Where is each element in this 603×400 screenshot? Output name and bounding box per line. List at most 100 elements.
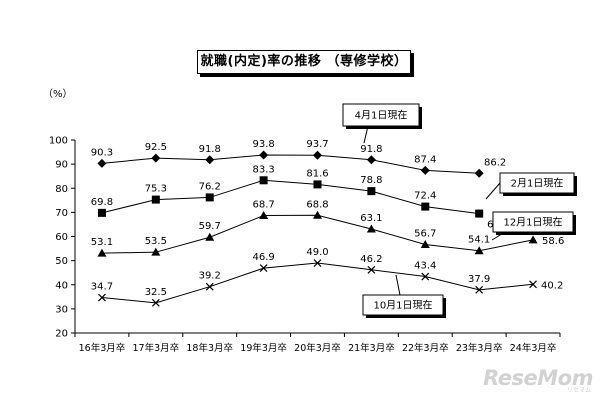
diamond-marker xyxy=(205,155,215,165)
x-tick-label: 20年3月卒 xyxy=(294,342,341,354)
y-tick-label: 50 xyxy=(55,256,68,267)
x-marker xyxy=(529,280,537,289)
square-marker xyxy=(367,187,376,196)
chart-title: 就職(内定)率の推移 （専修学校） xyxy=(197,50,411,74)
data-label: 59.7 xyxy=(199,221,221,232)
data-label: 72.4 xyxy=(414,191,436,202)
data-label: 86.2 xyxy=(484,157,506,168)
data-label: 39.2 xyxy=(199,271,221,282)
y-tick-label: 100 xyxy=(49,136,68,147)
x-marker xyxy=(151,298,160,307)
data-label: 34.7 xyxy=(91,282,113,293)
y-tick-label: 90 xyxy=(55,160,68,171)
diamond-marker xyxy=(97,158,107,168)
data-label: 90.3 xyxy=(91,147,113,158)
y-tick-label: 80 xyxy=(55,184,68,195)
data-label: 78.8 xyxy=(360,175,382,186)
data-label: 53.5 xyxy=(145,236,167,247)
data-label: 83.3 xyxy=(252,164,274,175)
triangle-marker xyxy=(474,246,484,255)
diamond-marker xyxy=(474,168,484,178)
triangle-marker xyxy=(205,232,215,241)
data-label: 58.6 xyxy=(542,236,564,247)
square-marker xyxy=(97,208,106,217)
watermark-subtext: リセマム xyxy=(566,387,591,394)
triangle-marker xyxy=(528,235,538,244)
x-marker xyxy=(313,259,322,267)
callout-box xyxy=(492,211,574,233)
data-label: 81.6 xyxy=(306,168,328,179)
callout-box xyxy=(342,103,420,127)
triangle-marker xyxy=(97,248,107,257)
y-tick-label: 60 xyxy=(55,232,68,243)
watermark-logo: ReseMom xyxy=(483,366,593,390)
x-tick-label: 22年3月卒 xyxy=(402,342,449,354)
data-label: 63.1 xyxy=(360,213,382,224)
series-line xyxy=(101,179,480,215)
diamond-marker xyxy=(366,155,376,165)
triangle-marker xyxy=(313,210,322,219)
diamond-marker xyxy=(259,150,269,160)
triangle-marker xyxy=(151,247,161,256)
square-marker xyxy=(205,193,214,202)
diamond-marker xyxy=(151,153,161,163)
callout-pointer xyxy=(485,182,501,200)
callout-pointer xyxy=(395,274,401,296)
data-label: 43.4 xyxy=(414,261,436,272)
legend-callout-label: 2月1日現在 xyxy=(511,178,564,190)
triangle-marker xyxy=(259,211,269,220)
data-label: 56.7 xyxy=(414,228,436,239)
x-tick-label: 16年3月卒 xyxy=(79,342,126,354)
data-label: 93.7 xyxy=(306,139,328,150)
x-marker xyxy=(259,264,268,273)
data-label: 53.1 xyxy=(91,237,113,248)
x-tick-label: 18年3月卒 xyxy=(186,342,233,354)
square-marker xyxy=(421,202,430,211)
data-label: 76.2 xyxy=(199,181,221,192)
diamond-marker xyxy=(313,150,322,160)
x-marker xyxy=(205,282,214,291)
data-label: 54.1 xyxy=(468,235,490,246)
data-label: 93.8 xyxy=(252,139,274,150)
x-marker xyxy=(367,265,376,274)
data-label: 75.3 xyxy=(145,184,167,195)
legend-callout-label: 12月1日現在 xyxy=(503,217,562,229)
data-label: 92.5 xyxy=(145,142,167,153)
square-marker xyxy=(259,176,268,185)
y-tick-label: 20 xyxy=(55,329,68,340)
x-tick-label: 23年3月卒 xyxy=(456,342,503,354)
data-label: 46.9 xyxy=(252,252,274,263)
data-label: 68.7 xyxy=(252,200,274,211)
data-label: 49.0 xyxy=(306,247,328,258)
data-label: 46.2 xyxy=(360,254,382,265)
data-label: 32.5 xyxy=(145,287,167,298)
callout-box xyxy=(362,294,444,316)
legend-callout-label: 10月1日現在 xyxy=(373,300,432,312)
y-tick-label: 30 xyxy=(55,304,68,315)
square-marker xyxy=(151,195,160,204)
x-marker xyxy=(421,272,430,281)
x-tick-label: 19年3月卒 xyxy=(240,342,287,354)
x-tick-label: 17年3月卒 xyxy=(133,342,180,354)
callout-pointer xyxy=(491,231,506,241)
y-tick-label: 70 xyxy=(55,208,68,219)
callout-pointer xyxy=(363,125,369,144)
y-axis-unit-label: （%） xyxy=(43,89,73,100)
x-marker xyxy=(475,285,484,294)
series-line xyxy=(101,154,480,174)
x-tick-label: 24年3月卒 xyxy=(510,342,557,354)
data-label: 40.2 xyxy=(541,280,563,291)
data-label: 68.8 xyxy=(306,199,328,210)
triangle-marker xyxy=(366,224,376,233)
data-label: 91.8 xyxy=(360,144,382,155)
x-marker xyxy=(98,293,106,302)
data-label: 87.4 xyxy=(414,154,436,165)
data-label: 37.9 xyxy=(468,274,490,285)
diamond-marker xyxy=(420,165,430,175)
square-marker xyxy=(475,209,484,218)
data-label: 91.8 xyxy=(199,144,221,155)
x-tick-label: 21年3月卒 xyxy=(348,342,395,354)
legend-callout-label: 4月1日現在 xyxy=(355,110,408,122)
triangle-marker xyxy=(420,239,430,248)
